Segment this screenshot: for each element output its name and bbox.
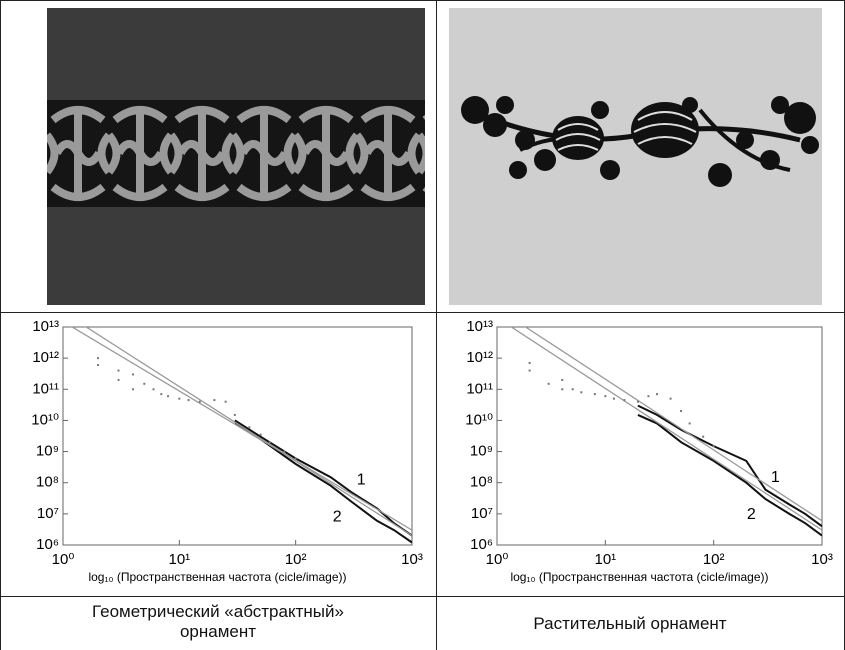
scatter-point	[167, 395, 170, 398]
y-tick-label: 10¹¹	[32, 380, 59, 397]
scatter-point	[669, 397, 672, 400]
scatter-point	[612, 397, 615, 400]
scatter-point	[132, 373, 135, 376]
scatter-point	[636, 400, 639, 403]
scatter-point	[647, 395, 650, 398]
y-tick-label: 10⁷	[471, 505, 493, 522]
scatter-point	[268, 441, 271, 444]
scatter-point	[688, 422, 691, 425]
y-tick-label: 10¹¹	[466, 380, 493, 397]
scatter-point	[187, 399, 190, 402]
caption: Геометрический «абстрактный» орнамент	[92, 602, 344, 641]
y-tick-label: 10¹⁰	[465, 411, 493, 428]
x-tick-label: 10¹	[168, 551, 190, 568]
scatter-point	[712, 445, 715, 448]
scatter-point	[97, 364, 100, 367]
plot-content	[510, 327, 822, 537]
scatter-point	[152, 388, 155, 391]
scatter-point	[117, 369, 120, 372]
scatter-point	[528, 369, 531, 372]
scatter-point	[680, 410, 683, 413]
charts: 10⁶ 10⁷ 10⁸ 10⁹ 10¹⁰ 10¹¹ 10¹² 10¹³ 10⁰ 10¹ 10² 10³…	[31, 318, 833, 584]
series-line	[524, 327, 822, 522]
chart: 10⁶ 10⁷ 10⁸ 10⁹ 10¹⁰ 10¹¹ 10¹² 10¹³ 10⁰ 10¹ 10² 10³…	[465, 318, 833, 584]
y-tick-label: 10⁶	[36, 536, 59, 553]
geometric-ornament-image	[47, 8, 425, 305]
scatter-point	[702, 435, 705, 438]
scatter-point	[656, 393, 659, 396]
y-tick-label: 10¹²	[466, 349, 493, 366]
scatter-point	[547, 382, 550, 385]
series-line	[637, 413, 822, 537]
y-tick-label: 10⁷	[37, 505, 59, 522]
plot-area	[62, 326, 413, 546]
series-line	[234, 419, 412, 537]
x-tick-label: 10⁰	[52, 551, 75, 568]
x-tick-label: 10⁰	[486, 551, 509, 568]
x-tick-label: 10²	[285, 551, 307, 568]
scatter-point	[132, 388, 135, 391]
scatter-point	[160, 393, 163, 396]
scatter-point	[224, 400, 227, 403]
scatter-point	[97, 357, 100, 360]
y-tick-label: 10⁹	[36, 443, 59, 460]
series-line	[510, 327, 822, 531]
scatter-point	[143, 382, 146, 385]
scatter-point	[580, 391, 583, 394]
series-line	[70, 327, 412, 531]
scatter-point	[178, 397, 181, 400]
scatter-point	[571, 388, 574, 391]
scatter-point	[623, 399, 626, 402]
scatter-point	[561, 378, 564, 381]
plot-area	[496, 326, 823, 546]
floral-ornament-image	[449, 8, 822, 305]
scatter-point	[561, 388, 564, 391]
y-tick-label: 10¹³	[466, 318, 493, 335]
scatter-point	[198, 400, 201, 403]
y-tick-label: 10¹²	[32, 349, 59, 366]
x-tick-label: 10³	[401, 551, 423, 568]
series-label: 2	[747, 506, 756, 523]
y-tick-label: 10⁸	[470, 474, 493, 491]
scatter-point	[294, 457, 297, 460]
y-tick-label: 10¹⁰	[31, 411, 59, 428]
scatter-point	[593, 393, 596, 396]
scatter-point	[117, 378, 120, 381]
series-line	[85, 327, 412, 537]
x-tick-label: 10²	[703, 551, 725, 568]
series-label: 1	[771, 469, 780, 486]
x-axis-label: log₁₀ (Пространственная частота (cicle/i…	[88, 570, 346, 584]
x-tick-label: 10³	[811, 551, 833, 568]
series-line	[637, 404, 822, 528]
series-label: 1	[357, 471, 366, 488]
scatter-point	[283, 450, 286, 453]
chart: 10⁶ 10⁷ 10⁸ 10⁹ 10¹⁰ 10¹¹ 10¹² 10¹³ 10⁰ 10¹ 10² 10³…	[31, 318, 423, 584]
scatter-point	[213, 399, 216, 402]
series-label: 2	[333, 509, 342, 526]
x-tick-label: 10¹	[594, 551, 616, 568]
y-tick-label: 10¹³	[32, 318, 59, 335]
scatter-point	[604, 395, 607, 398]
plot-content	[70, 327, 412, 544]
scatter-point	[233, 413, 236, 416]
x-axis-label: log₁₀ (Пространственная частота (cicle/i…	[510, 570, 768, 584]
scatter-point	[259, 433, 262, 436]
y-tick-label: 10⁶	[470, 536, 493, 553]
y-tick-label: 10⁸	[36, 474, 59, 491]
scatter-point	[528, 361, 531, 364]
caption: Растительный орнамент	[533, 614, 727, 633]
y-tick-label: 10⁹	[470, 443, 493, 460]
scatter-point	[248, 426, 251, 429]
